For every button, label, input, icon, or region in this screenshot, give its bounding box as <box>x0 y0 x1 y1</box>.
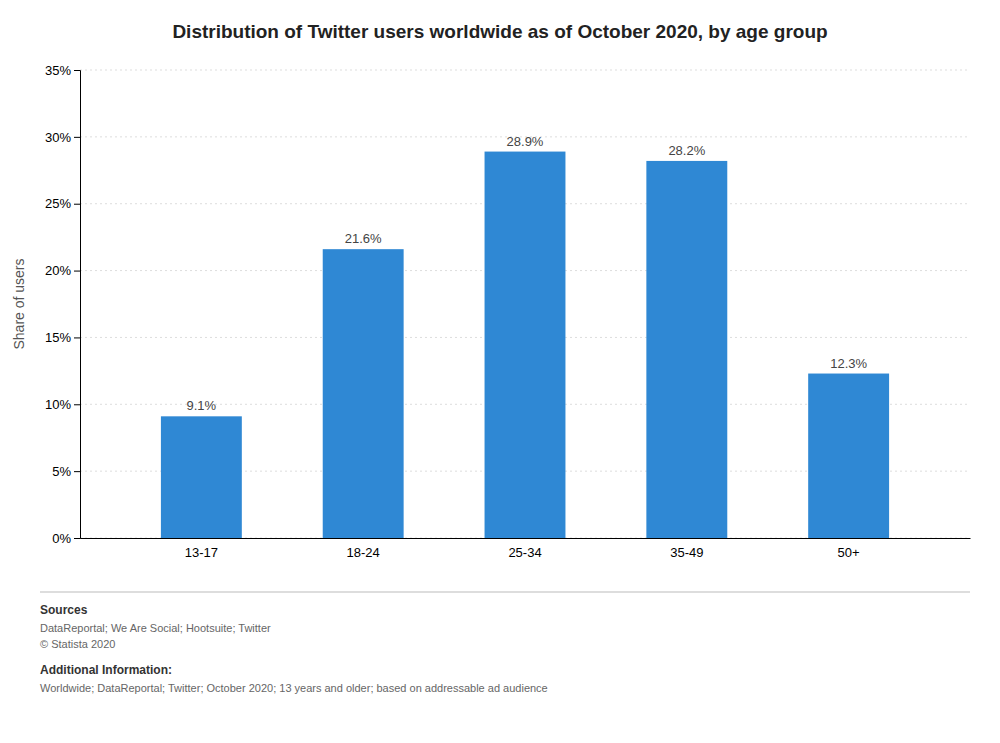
footer-separator <box>40 592 970 593</box>
x-tick-label: 50+ <box>838 545 860 560</box>
y-tick: 30% <box>45 130 80 145</box>
y-axis: 0% 5% 10% 15% 20% 25% 30% 35% <box>45 63 81 546</box>
x-axis: 13-17 18-24 25-34 35-49 50+ <box>81 539 971 561</box>
y-tick-label: 20% <box>45 263 71 278</box>
x-tick: 18-24 <box>347 545 380 560</box>
y-axis-title: Share of users <box>11 258 27 349</box>
y-tick-label: 35% <box>45 63 71 78</box>
y-tick: 25% <box>45 196 80 211</box>
data-label: 28.2% <box>668 143 705 158</box>
bar <box>323 249 404 538</box>
data-label: 21.6% <box>345 231 382 246</box>
y-tick-label: 25% <box>45 196 71 211</box>
footer-heading: Sources <box>40 603 88 617</box>
x-tick: 25-34 <box>508 545 541 560</box>
y-tick-mark <box>74 471 80 472</box>
y-tick-mark <box>74 204 80 205</box>
data-label: 9.1% <box>187 398 217 413</box>
y-tick: 35% <box>45 63 80 78</box>
y-tick-mark <box>74 70 80 71</box>
y-axis-line <box>74 71 81 539</box>
grid <box>80 70 970 538</box>
footer: Sources DataReportal; We Are Social; Hoot… <box>40 592 970 694</box>
data-labels: 9.1% 21.6% 28.9% 28.2% 12.3% <box>187 134 868 414</box>
x-tick: 35-49 <box>670 545 703 560</box>
bar <box>161 416 242 538</box>
title: Distribution of Twitter users worldwide … <box>172 21 827 42</box>
bar <box>808 374 889 538</box>
footer-heading: Additional Information: <box>40 663 172 677</box>
data-label: 12.3% <box>830 356 867 371</box>
data-label: 28.9% <box>507 134 544 149</box>
y-tick-label: 15% <box>45 330 71 345</box>
y-tick-mark <box>74 271 80 272</box>
footer-text: © Statista 2020 <box>40 638 115 650</box>
y-tick-mark <box>74 137 80 138</box>
y-tick-mark <box>74 337 80 338</box>
y-tick-mark <box>74 538 80 539</box>
x-tick-label: 18-24 <box>347 545 380 560</box>
y-tick-label: 0% <box>52 531 71 546</box>
y-tick-mark <box>74 404 80 405</box>
y-tick: 5% <box>52 464 80 479</box>
x-tick-label: 35-49 <box>670 545 703 560</box>
bars <box>161 152 889 538</box>
grid-line <box>80 70 970 71</box>
x-axis-line <box>81 538 971 539</box>
y-tick: 10% <box>45 397 80 412</box>
y-tick-label: 10% <box>45 397 71 412</box>
x-tick-label: 25-34 <box>508 545 541 560</box>
x-tick: 13-17 <box>185 545 218 560</box>
y-tick-label: 5% <box>52 464 71 479</box>
x-tick: 50+ <box>838 545 860 560</box>
chart: 9.1% 21.6% 28.9% 28.2% 12.3% 13-17 18-24 25-34 3… <box>0 0 1000 743</box>
y-tick: 0% <box>52 531 80 546</box>
bar <box>485 152 566 538</box>
y-tick: 15% <box>45 330 80 345</box>
bar <box>646 161 727 538</box>
y-tick-label: 30% <box>45 130 71 145</box>
x-tick-label: 13-17 <box>185 545 218 560</box>
footer-text: DataReportal; We Are Social; Hootsuite; … <box>40 622 271 634</box>
footer-text: Worldwide; DataReportal; Twitter; Octobe… <box>40 682 548 694</box>
y-tick: 20% <box>45 263 80 278</box>
